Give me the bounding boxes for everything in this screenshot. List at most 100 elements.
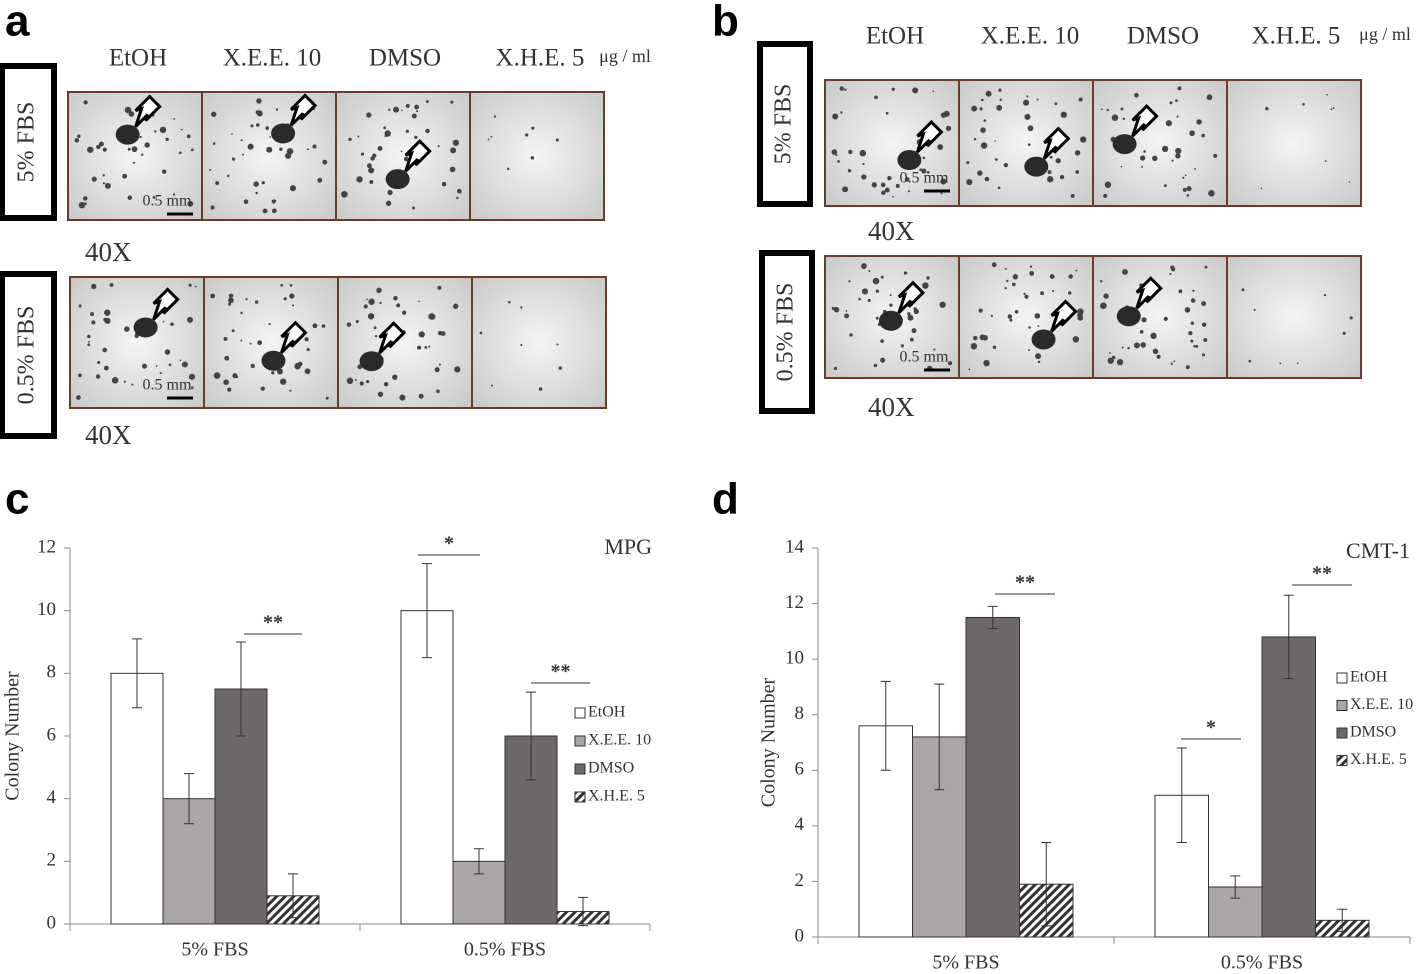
cell-speck — [231, 329, 235, 333]
cell-speck — [1265, 106, 1269, 111]
micrograph — [1226, 79, 1362, 207]
cell-speck — [152, 196, 156, 199]
cell-speck — [506, 167, 510, 171]
legend-label: EtOH — [1350, 669, 1388, 686]
cell-speck — [256, 110, 263, 117]
arrow — [152, 287, 180, 321]
cell-speck — [926, 276, 930, 280]
x-tick-label: 0.5% FBS — [1221, 952, 1303, 974]
arrow — [134, 94, 162, 128]
column-header: X.H.E. 5 — [496, 45, 585, 72]
cell-speck — [128, 111, 135, 117]
cell-speck — [87, 146, 94, 153]
cell-speck — [1190, 298, 1196, 303]
cell-speck — [847, 169, 852, 173]
cell-speck — [194, 285, 197, 288]
cell-speck — [374, 334, 378, 338]
cell-speck — [973, 138, 977, 141]
cell-speck — [226, 174, 230, 178]
cell-speck — [437, 285, 442, 290]
cell-speck — [885, 111, 889, 115]
column-header: DMSO — [1127, 23, 1199, 50]
cell-speck — [366, 163, 372, 169]
cell-speck — [414, 104, 420, 110]
y-tick-label: 0 — [47, 912, 57, 933]
cell-speck — [990, 314, 994, 318]
cell-speck — [271, 371, 275, 375]
cell-speck — [190, 386, 194, 390]
cell-speck — [922, 156, 926, 160]
cell-speck — [1024, 294, 1029, 299]
cell-speck — [289, 293, 295, 299]
cell-speck — [231, 133, 233, 135]
cell-speck — [1055, 158, 1060, 164]
cell-speck — [1193, 345, 1196, 348]
cell-speck — [292, 304, 295, 307]
cell-speck — [269, 136, 272, 138]
cell-speck — [317, 177, 323, 183]
micrograph — [471, 276, 607, 409]
cell-speck — [895, 183, 900, 188]
micrograph — [201, 91, 337, 221]
cell-speck — [1324, 160, 1327, 162]
cell-speck — [360, 152, 365, 156]
cell-speck — [508, 300, 511, 304]
cell-speck — [933, 348, 936, 351]
cell-speck — [1279, 362, 1282, 365]
cell-speck — [837, 160, 840, 163]
error-bar — [880, 680, 891, 771]
cell-speck — [907, 190, 910, 193]
cell-speck — [1029, 271, 1035, 276]
cell-speck — [980, 98, 984, 102]
cell-speck — [399, 394, 406, 401]
scale-label: 0.5 mm — [900, 349, 949, 366]
cell-speck — [240, 311, 243, 315]
cell-speck — [366, 380, 370, 384]
cell-speck — [1075, 170, 1080, 174]
cell-speck — [831, 149, 838, 155]
cell-speck — [1059, 174, 1065, 180]
legend-label: DMSO — [588, 760, 634, 777]
cell-speck — [1027, 125, 1034, 132]
colony — [385, 169, 410, 190]
cell-speck — [1186, 194, 1190, 197]
cell-speck — [96, 144, 101, 150]
cell-speck — [1326, 93, 1328, 96]
cell-speck — [1099, 280, 1103, 283]
colony — [1112, 134, 1137, 155]
cell-speck — [861, 288, 869, 295]
row-label-box — [0, 271, 57, 439]
cell-speck — [1196, 119, 1202, 125]
cell-speck — [321, 324, 326, 328]
y-tick-label: 12 — [785, 592, 804, 613]
arrow — [1042, 126, 1071, 160]
cell-speck — [1194, 168, 1196, 170]
cell-speck — [232, 157, 236, 161]
cell-speck — [393, 295, 398, 301]
cell-speck — [179, 359, 182, 362]
micrograph — [69, 276, 205, 409]
cell-speck — [1141, 165, 1144, 168]
cell-speck — [124, 106, 132, 114]
cell-speck — [1070, 193, 1075, 198]
cell-speck — [186, 134, 191, 139]
row-label-box — [759, 250, 815, 414]
cell-speck — [438, 363, 441, 366]
legend-swatch — [1336, 672, 1348, 684]
cell-speck — [306, 148, 309, 151]
cell-speck — [970, 343, 978, 350]
cell-speck — [428, 345, 431, 348]
cell-speck — [1100, 302, 1107, 310]
cell-speck — [998, 88, 1002, 92]
cell-speck — [1241, 288, 1245, 292]
cell-speck — [1036, 98, 1039, 101]
cell-speck — [1213, 153, 1218, 158]
cell-speck — [1047, 175, 1054, 183]
cell-speck — [926, 171, 930, 174]
legend-swatch — [1336, 755, 1348, 766]
cell-speck — [907, 312, 911, 316]
cell-speck — [1120, 107, 1124, 111]
cell-speck — [124, 326, 130, 332]
cell-speck — [452, 139, 460, 146]
